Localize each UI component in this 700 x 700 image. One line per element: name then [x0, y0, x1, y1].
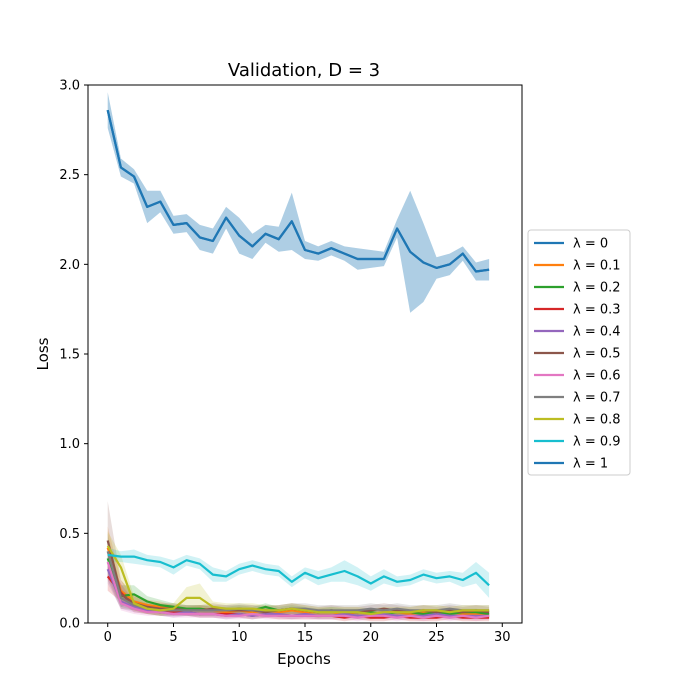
line-0p9 [107, 553, 490, 587]
x-tick-label: 5 [169, 630, 177, 645]
legend-label: λ = 0.8 [573, 413, 621, 428]
x-tick-label: 30 [494, 630, 511, 645]
x-axis-label: Epochs [277, 650, 331, 668]
y-axis-label: Loss [34, 337, 52, 370]
legend-frame [527, 229, 631, 476]
confidence-bands [107, 92, 490, 622]
y-tick-label: 1.5 [59, 348, 80, 363]
x-tick-label: 0 [104, 630, 112, 645]
legend-label: λ = 0.7 [573, 391, 621, 406]
y-axis-ticks: 0.0 0.5 1.0 1.5 2.0 2.5 3.0 [59, 79, 88, 632]
line-0p8 [106, 545, 490, 616]
y-tick-label: 0.0 [59, 617, 80, 632]
series-lines [106, 109, 490, 619]
legend-label: λ = 0.9 [573, 435, 621, 450]
legend: λ = 0 λ = 0.1 λ = 0.2 λ = 0.3 λ = 0.4 λ = 0.5… [527, 229, 631, 476]
y-tick-label: 2.5 [59, 168, 80, 183]
band-0p8 [107, 531, 490, 620]
plot-frame [87, 84, 523, 624]
line-1 [106, 109, 490, 273]
legend-label: λ = 0 [573, 237, 608, 252]
chart-title: Validation, D = 3 [228, 60, 380, 81]
legend-label: λ = 0.4 [573, 325, 621, 340]
x-tick-label: 20 [362, 630, 379, 645]
legend-label: λ = 0.5 [573, 347, 621, 362]
x-tick-label: 15 [297, 630, 314, 645]
band-1 [107, 92, 490, 313]
y-tick-label: 1.0 [59, 437, 80, 452]
y-tick-label: 2.0 [59, 258, 80, 273]
legend-label: λ = 0.2 [573, 281, 621, 296]
legend-label: λ = 0.1 [573, 259, 621, 274]
legend-label: λ = 0.3 [573, 303, 621, 318]
band-0 [107, 92, 490, 313]
band-0p6 [107, 545, 490, 622]
x-tick-label: 25 [428, 630, 445, 645]
legend-label: λ = 1 [573, 457, 608, 472]
band-0p9 [107, 547, 490, 598]
y-tick-label: 3.0 [59, 79, 80, 94]
legend-label: λ = 0.6 [573, 369, 621, 384]
x-axis-ticks: 0 5 10 15 20 25 30 [104, 623, 511, 645]
line-0p6 [106, 561, 490, 619]
x-tick-label: 10 [231, 630, 248, 645]
y-tick-label: 0.5 [59, 527, 80, 542]
